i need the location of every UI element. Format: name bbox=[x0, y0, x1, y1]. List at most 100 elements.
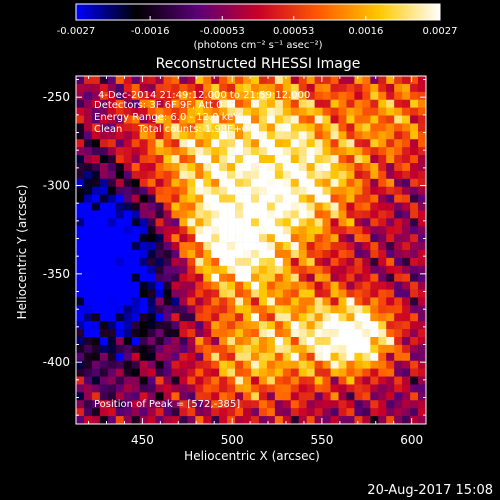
heatmap-cell bbox=[107, 352, 117, 362]
heatmap-cell bbox=[195, 155, 204, 164]
footer-timestamp: 20-Aug-2017 15:08 bbox=[367, 483, 493, 498]
heatmap-cell bbox=[258, 147, 268, 156]
heatmap-cell bbox=[274, 186, 284, 195]
heatmap-cell bbox=[163, 337, 172, 346]
heatmap-cell bbox=[83, 368, 93, 377]
heatmap-cell bbox=[362, 226, 371, 235]
heatmap-cell bbox=[266, 242, 276, 251]
heatmap-cell bbox=[123, 360, 132, 369]
heatmap-cell bbox=[123, 194, 132, 203]
heatmap-cell bbox=[147, 337, 156, 346]
heatmap-cell bbox=[83, 400, 93, 409]
heatmap-cell bbox=[131, 83, 140, 93]
heatmap-cell bbox=[155, 250, 164, 259]
heatmap-cell bbox=[123, 163, 132, 172]
heatmap-cell bbox=[266, 257, 276, 267]
heatmap-cell bbox=[227, 352, 236, 362]
heatmap-cell bbox=[394, 344, 403, 354]
heatmap-cell bbox=[274, 178, 284, 188]
heatmap-cell bbox=[179, 265, 188, 275]
heatmap-cell bbox=[187, 99, 196, 108]
heatmap-cell bbox=[402, 147, 411, 156]
heatmap-cell bbox=[187, 313, 196, 322]
heatmap-cell bbox=[378, 305, 387, 314]
heatmap-cell bbox=[370, 250, 379, 259]
heatmap-cell bbox=[370, 392, 379, 401]
heatmap-cell bbox=[203, 131, 212, 140]
heatmap-cell bbox=[235, 344, 244, 354]
heatmap-cell bbox=[282, 384, 292, 393]
heatmap-cell bbox=[306, 416, 315, 425]
heatmap-cell bbox=[99, 155, 109, 164]
heatmap-cell bbox=[227, 384, 236, 393]
heatmap-cell bbox=[338, 218, 347, 227]
heatmap-cell bbox=[235, 313, 244, 322]
heatmap-cell bbox=[91, 131, 101, 140]
heatmap-cell bbox=[378, 384, 387, 393]
heatmap-cell bbox=[370, 384, 379, 393]
heatmap-cell bbox=[322, 289, 331, 298]
heatmap-cell bbox=[187, 273, 196, 282]
heatmap-cell bbox=[163, 281, 172, 290]
heatmap-cell bbox=[195, 337, 204, 346]
heatmap-cell bbox=[91, 202, 101, 211]
heatmap-cell bbox=[107, 384, 117, 393]
heatmap-cell bbox=[338, 115, 347, 124]
heatmap-cell bbox=[203, 123, 212, 132]
plot-area: 450 500 550 600-250-300-350-400 bbox=[43, 75, 427, 447]
heatmap-cell bbox=[402, 281, 411, 290]
heatmap-cell bbox=[171, 329, 180, 338]
heatmap-cell bbox=[418, 408, 427, 417]
heatmap-cell bbox=[378, 257, 387, 267]
heatmap-cell bbox=[322, 186, 331, 195]
heatmap-cell bbox=[203, 115, 212, 124]
heatmap-cell bbox=[362, 329, 371, 338]
heatmap-cells bbox=[76, 76, 427, 425]
heatmap-cell bbox=[219, 123, 228, 132]
heatmap-cell bbox=[402, 392, 411, 401]
heatmap-cell bbox=[163, 99, 172, 108]
heatmap-cell bbox=[314, 281, 323, 290]
heatmap-cell bbox=[282, 344, 292, 354]
heatmap-cell bbox=[115, 107, 125, 116]
heatmap-cell bbox=[306, 91, 315, 101]
heatmap-cell bbox=[203, 186, 212, 195]
heatmap-cell bbox=[330, 218, 339, 227]
heatmap-cell bbox=[123, 76, 132, 85]
heatmap-cell bbox=[187, 400, 196, 409]
heatmap-cell bbox=[99, 329, 109, 338]
heatmap-cell bbox=[131, 297, 140, 306]
heatmap-cell bbox=[354, 313, 363, 322]
heatmap-cell bbox=[227, 147, 236, 156]
heatmap-cell bbox=[235, 368, 244, 377]
heatmap-cell bbox=[179, 186, 188, 195]
heatmap-cell bbox=[235, 408, 244, 417]
heatmap-cell bbox=[195, 107, 204, 116]
heatmap-cell bbox=[147, 344, 156, 354]
heatmap-cell bbox=[258, 416, 268, 425]
heatmap-cell bbox=[394, 416, 403, 425]
heatmap-cell bbox=[338, 234, 347, 243]
heatmap-cell bbox=[219, 155, 228, 164]
heatmap-cell bbox=[410, 352, 419, 362]
heatmap-cell bbox=[258, 408, 268, 417]
heatmap-cell bbox=[115, 186, 125, 195]
heatmap-cell bbox=[171, 163, 180, 172]
heatmap-cell bbox=[410, 273, 419, 282]
heatmap-cell bbox=[171, 131, 180, 140]
heatmap-cell bbox=[227, 115, 236, 124]
heatmap-cell bbox=[187, 281, 196, 290]
heatmap-cell bbox=[131, 163, 140, 172]
heatmap-cell bbox=[370, 178, 379, 188]
heatmap-cell bbox=[370, 155, 379, 164]
heatmap-cell bbox=[211, 337, 220, 346]
heatmap-cell bbox=[314, 186, 323, 195]
heatmap-cell bbox=[147, 234, 156, 243]
heatmap-cell bbox=[290, 210, 300, 219]
heatmap-cell bbox=[410, 170, 419, 180]
heatmap-cell bbox=[386, 408, 395, 417]
heatmap-cell bbox=[76, 210, 85, 219]
heatmap-cell bbox=[402, 242, 411, 251]
heatmap-cell bbox=[266, 313, 276, 322]
heatmap-cell bbox=[203, 99, 212, 108]
